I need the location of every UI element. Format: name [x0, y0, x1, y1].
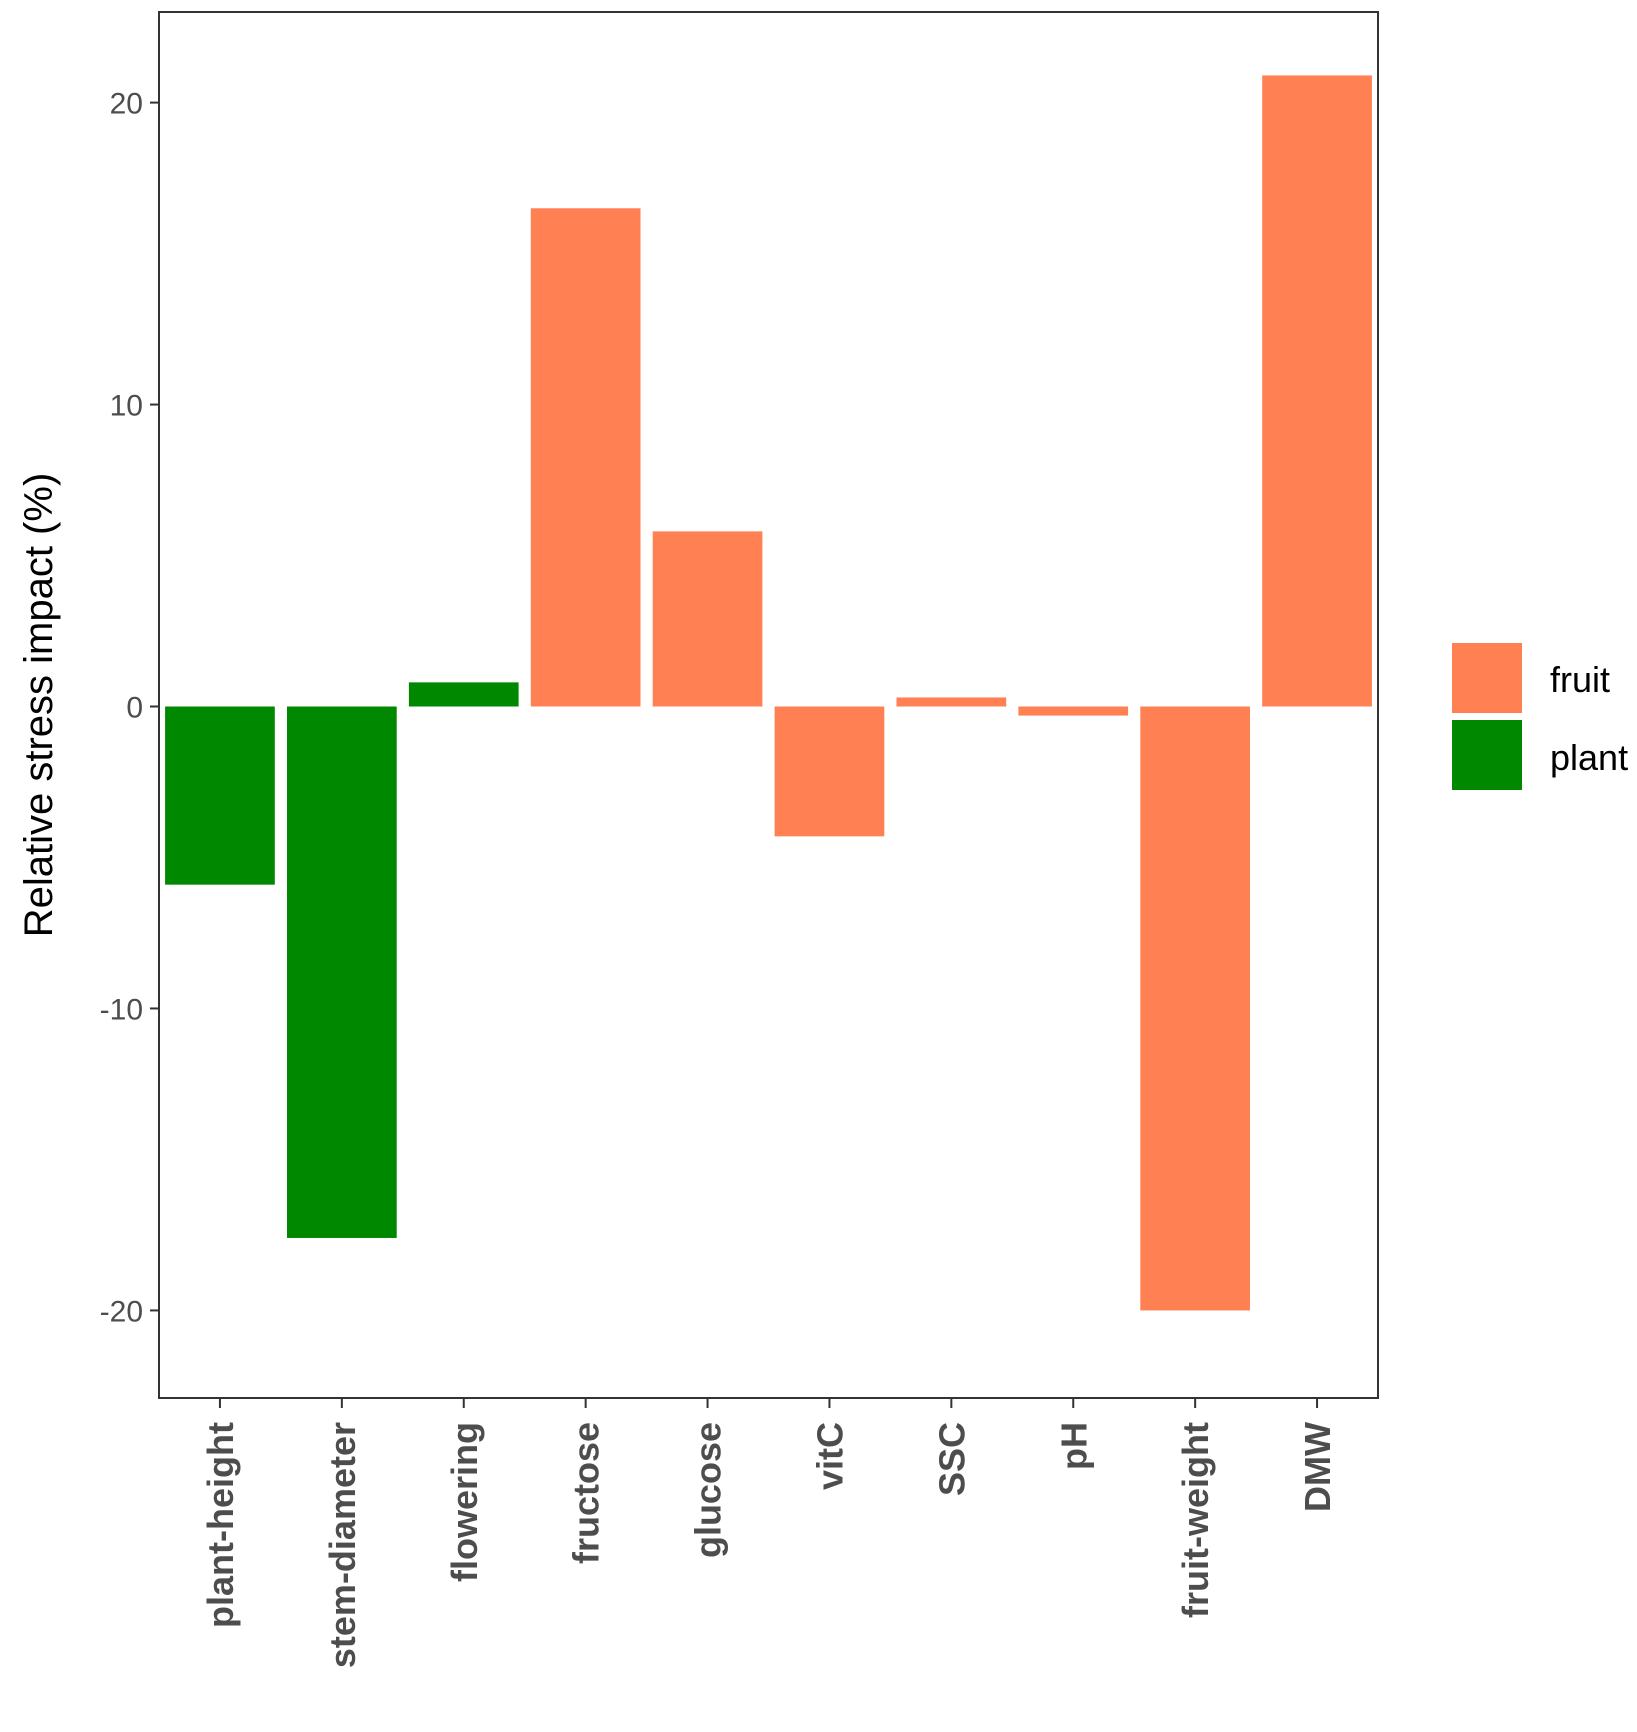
- x-tick-label-fruit-weight: fruit-weight: [1175, 1422, 1216, 1618]
- y-axis-title: Relative stress impact (%): [17, 473, 61, 938]
- x-tick-label-vitC: vitC: [809, 1422, 850, 1490]
- x-tick-label-SSC: SSC: [931, 1422, 972, 1496]
- x-tick-label-stem-diameter: stem-diameter: [322, 1422, 363, 1668]
- x-tick-label-fructose: fructose: [566, 1422, 607, 1564]
- x-tick-label-glucose: glucose: [688, 1422, 729, 1558]
- bar-glucose: [652, 531, 763, 707]
- x-axis: plant-height stem-diameter flowering fructo…: [200, 1398, 1338, 1668]
- y-tick-label: -20: [100, 1295, 143, 1328]
- legend-label-fruit: fruit: [1550, 659, 1610, 700]
- legend-swatch-fruit: [1452, 643, 1522, 713]
- bar-stem-diameter: [286, 706, 397, 1238]
- x-tick-label-plant-height: plant-height: [200, 1422, 241, 1628]
- legend: fruit plant: [1452, 643, 1628, 790]
- bar-pH: [1018, 706, 1129, 716]
- bar-SSC: [896, 697, 1007, 707]
- x-tick-label-DMW: DMW: [1297, 1422, 1338, 1512]
- bar-plant-height: [165, 706, 275, 885]
- y-tick-label: -10: [100, 993, 143, 1026]
- y-tick-label: 20: [110, 88, 143, 121]
- y-axis: 20 10 0 -10 -20: [100, 88, 159, 1328]
- y-tick-label: 10: [110, 390, 143, 423]
- bar-flowering: [408, 682, 519, 707]
- bar-vitC: [774, 706, 885, 837]
- bar-fruit-weight: [1140, 706, 1251, 1311]
- x-tick-label-flowering: flowering: [444, 1422, 485, 1582]
- legend-swatch-plant: [1452, 720, 1522, 790]
- bar-DMW: [1262, 75, 1372, 707]
- bars-group: [165, 75, 1372, 1311]
- bar-fructose: [530, 208, 641, 707]
- legend-label-plant: plant: [1550, 737, 1628, 778]
- y-tick-label: 0: [126, 692, 143, 725]
- x-tick-label-pH: pH: [1053, 1422, 1094, 1470]
